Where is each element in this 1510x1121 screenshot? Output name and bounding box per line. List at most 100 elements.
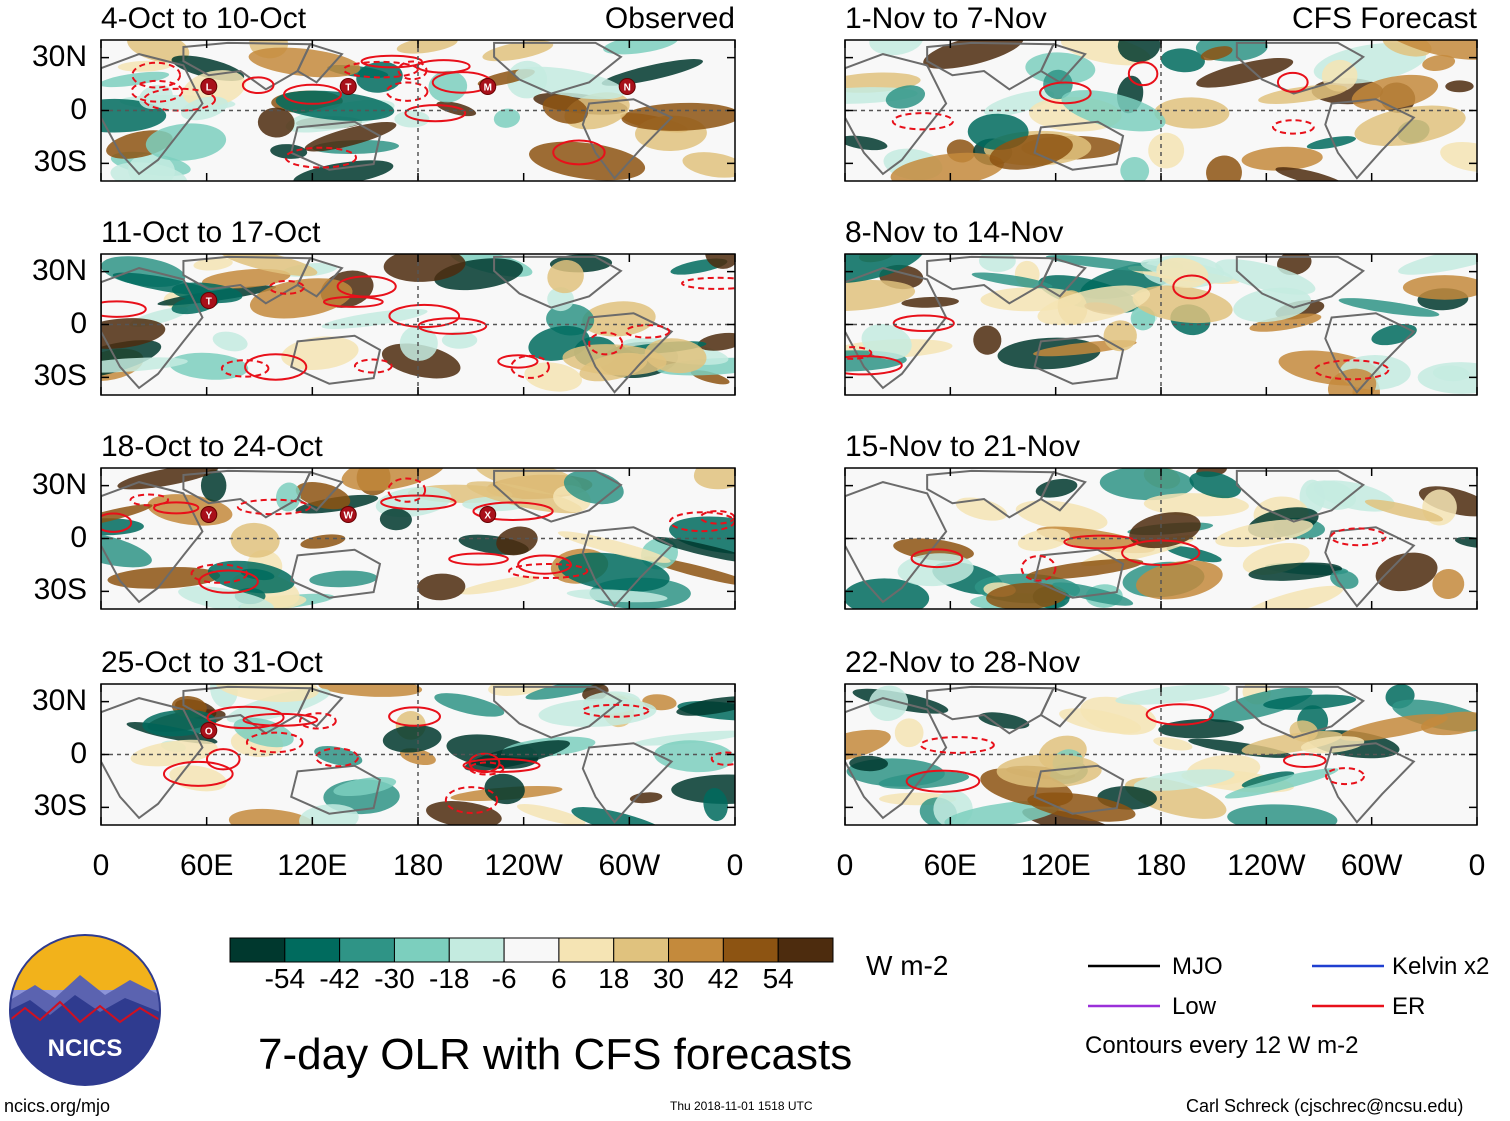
olr-anomaly-blob [112,272,212,296]
olr-anomaly-blob [1025,52,1096,85]
olr-anomaly-blob [1249,313,1322,332]
olr-anomaly-blob [382,724,442,753]
colorbar-tick-label: -18 [429,963,470,994]
coastline [926,41,1056,91]
colorbar-tick-label: 42 [707,963,739,994]
x-tick-label: 0 [1468,849,1486,882]
olr-anomaly-blob [200,469,227,502]
coastline [1039,257,1087,298]
storm-marker-label: T [206,297,212,308]
olr-anomaly-blob [201,268,291,289]
er-contour [448,552,509,566]
olr-anomaly-blob [923,40,1024,69]
panel-subtitle: Observed [604,2,735,35]
storm-marker [479,78,497,96]
coastline [1324,742,1416,824]
olr-anomaly-blob [885,85,926,109]
coastline [1235,41,1366,95]
storm-marker [200,722,218,740]
colorbar-swatch [284,937,341,963]
er-contour [588,331,624,356]
olr-anomaly-blob [341,468,447,491]
er-contour [387,477,427,503]
olr-anomaly-blob [1445,80,1474,93]
colorbar-units: W m-2 [866,950,949,981]
olr-anomaly-blob [515,66,625,100]
olr-anomaly-blob [845,729,891,762]
olr-anomaly-blob [484,773,525,805]
er-contour [1039,81,1092,105]
olr-anomaly-blob [845,280,916,312]
x-tick-label: 60E [179,849,234,882]
olr-anomaly-blob [1227,804,1338,825]
panel-6 [844,253,1478,396]
coastline [581,98,674,180]
olr-anomaly-blob [1244,585,1344,609]
olr-anomaly-blob [633,730,735,746]
olr-anomaly-blob [1398,254,1477,275]
panel-7 [844,467,1478,610]
olr-anomaly-blob [314,745,363,767]
olr-anomaly-blob [1364,499,1444,522]
coastline [1324,98,1416,180]
coastline [290,334,382,385]
coastline [845,481,948,604]
y-tick-label: 30S [33,789,87,823]
coastline [926,685,1056,735]
coastline [101,53,204,176]
y-tick-label: 30S [33,573,87,607]
storm-marker [479,506,497,524]
olr-anomaly-blob [901,296,959,308]
panel-title: 8-Nov to 14-Nov [845,216,1064,249]
er-contour [388,706,441,727]
er-contour [508,563,589,579]
olr-anomaly-blob [1258,84,1347,104]
olr-anomaly-blob [944,800,1061,825]
olr-anomaly-blob [1402,275,1477,300]
legend-note: Contours every 12 W m-2 [1085,1032,1359,1059]
er-contour [1145,703,1214,726]
olr-anomaly-blob [849,755,888,772]
panel-title: 22-Nov to 28-Nov [845,646,1081,679]
olr-anomaly-blob [248,47,361,78]
ncics-logo: NCICS [9,934,161,1086]
er-contour [1020,555,1057,582]
x-tick-label: 60E [923,849,978,882]
olr-anomaly-blob [1339,714,1448,741]
coastline [1039,687,1087,728]
olr-anomaly-blob [1300,736,1365,754]
olr-anomaly-blob [1440,141,1477,172]
colorbar-swatch [722,937,779,963]
olr-anomaly-blob [1233,287,1312,323]
coastline [581,526,674,608]
footer-url[interactable]: ncics.org/mjo [4,1096,111,1116]
storm-marker-label: O [205,727,213,738]
er-contour [244,353,308,381]
olr-anomaly-blob [697,332,735,351]
er-contour [1325,767,1365,786]
er-contour [143,87,217,112]
er-contour [1127,61,1159,87]
olr-anomaly-blob [1133,769,1235,791]
er-contour [101,300,147,318]
colorbar-tick-label: -42 [319,963,360,994]
olr-anomaly-blob [984,90,1055,117]
panel-title: 25-Oct to 31-Oct [101,646,323,679]
olr-anomaly-blob [524,362,583,392]
olr-anomaly-blob [1208,687,1313,723]
olr-anomaly-blob [138,84,173,110]
olr-anomaly-blob [973,325,1002,355]
olr-anomaly-blob [169,352,249,380]
coastline [926,255,1056,305]
olr-anomaly-blob [644,338,707,374]
olr-anomaly-blob [207,560,295,594]
er-contour [129,493,170,507]
olr-anomaly-blob [101,98,167,133]
coastline [296,471,344,512]
coastline [1033,334,1125,385]
olr-anomaly-blob [1166,545,1222,563]
coastline [296,687,344,728]
olr-anomaly-blob [978,712,1030,729]
olr-anomaly-blob [1160,48,1205,73]
